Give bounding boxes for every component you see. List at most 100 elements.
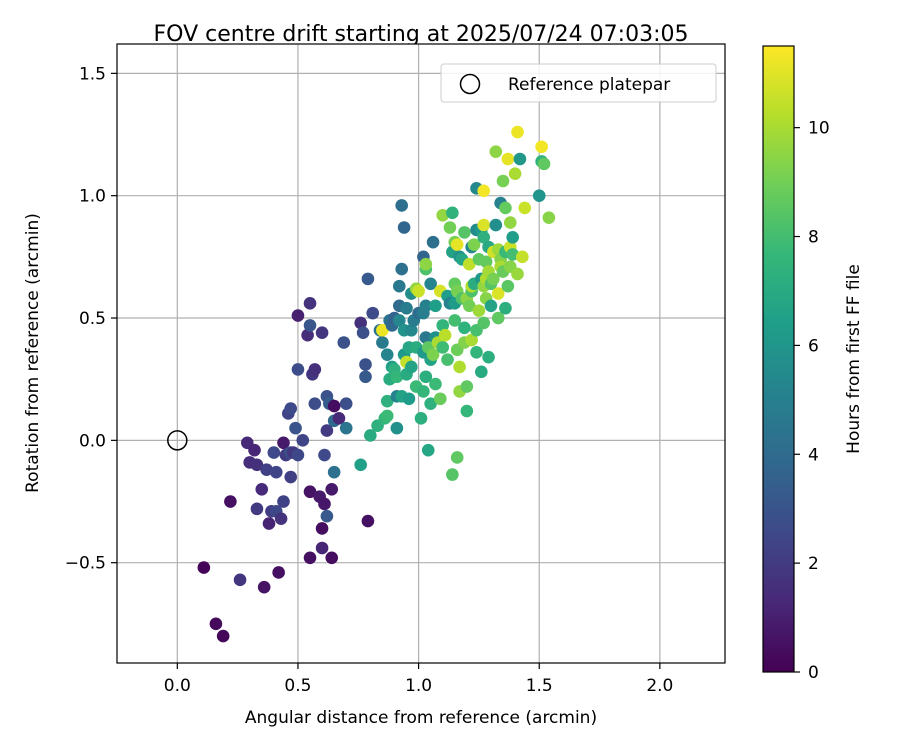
plot-frame — [116, 43, 726, 664]
scatter-point — [400, 301, 413, 315]
scatter-point — [248, 443, 261, 457]
scatter-point — [453, 360, 466, 374]
scatter-point — [361, 272, 375, 286]
scatter-point — [250, 458, 264, 472]
scatter-point — [197, 561, 211, 574]
scatter-point — [262, 517, 276, 530]
scatter-point — [465, 333, 478, 347]
scatter-point — [395, 262, 408, 276]
scatter-point — [491, 311, 505, 325]
scatter-point — [460, 404, 474, 418]
scatter-point — [419, 370, 433, 384]
scatter-point — [303, 297, 317, 310]
y-tick-label: 1.5 — [79, 64, 106, 84]
scatter-point — [542, 211, 556, 225]
legend-open-circle-icon — [459, 73, 481, 95]
scatter-point — [209, 617, 223, 631]
x-tick-label: 0.0 — [164, 676, 191, 696]
scatter-point — [450, 238, 464, 251]
scatter-point — [426, 348, 440, 362]
scatter-point — [380, 348, 394, 362]
scatter-point — [356, 326, 370, 340]
scatter-point — [354, 458, 367, 472]
scatter-point — [337, 336, 351, 349]
scatter-point — [291, 309, 305, 322]
scatter-point — [272, 566, 285, 579]
scatter-point — [506, 230, 519, 244]
x-tick-label: 1.5 — [526, 676, 553, 696]
scatter-point — [462, 257, 476, 271]
scatter-point — [479, 255, 493, 269]
scatter-point — [434, 392, 447, 406]
scatter-point — [402, 392, 416, 406]
scatter-point — [289, 421, 302, 435]
y-axis-ticks: −0.5 0.0 0.5 1.0 1.5 — [65, 64, 117, 574]
scatter-point — [255, 482, 269, 496]
scatter-point — [436, 208, 450, 222]
scatter-point — [315, 326, 329, 340]
scatter-point — [325, 482, 339, 496]
scatter-point — [327, 399, 341, 413]
y-tick-label: −0.5 — [65, 554, 106, 574]
scatter-point — [354, 316, 367, 330]
scatter-point — [318, 497, 331, 511]
x-tick-label: 1.0 — [405, 676, 432, 696]
scatter-point — [325, 551, 339, 565]
scatter-point — [412, 284, 425, 298]
scatter-point — [477, 316, 491, 330]
scatter-point — [511, 125, 524, 139]
scatter-point — [511, 267, 524, 281]
scatter-point — [446, 468, 459, 481]
scatter-point — [260, 463, 273, 477]
scatter-point — [419, 331, 433, 344]
scatter-point — [462, 299, 476, 313]
scatter-point — [250, 502, 264, 516]
scatter-point — [366, 306, 380, 320]
scatter-point — [274, 512, 288, 525]
scatter-point — [303, 551, 317, 565]
legend-box — [440, 63, 717, 103]
scatter-point — [376, 336, 389, 349]
scatter-point — [446, 206, 459, 220]
y-tick-label: 0.0 — [79, 431, 106, 451]
scatter-point — [417, 385, 430, 398]
scatter-point — [233, 573, 247, 587]
colorbar-ticks: 0 2 4 6 8 10 — [794, 119, 830, 683]
scatter-point — [467, 238, 481, 251]
colorbar-tick-label: 4 — [808, 445, 819, 465]
reference-platepar-marker — [167, 430, 188, 451]
colorbar-tick-label: 6 — [808, 336, 819, 356]
scatter-point — [301, 328, 314, 342]
scatter-point — [496, 174, 510, 188]
scatter-point — [315, 522, 329, 535]
scatter-point — [506, 248, 519, 261]
scatter-point — [392, 314, 406, 327]
legend-entry-label: Reference platepar — [508, 75, 670, 95]
scatter-point — [537, 157, 551, 171]
scatter-point — [424, 397, 437, 410]
scatter-point — [308, 397, 322, 410]
x-axis-ticks: 0.0 0.5 1.0 1.5 2.0 — [164, 663, 673, 696]
scatter-point — [443, 221, 457, 234]
colorbar-label: Hours from first FF file — [844, 264, 864, 454]
scatter-point — [441, 353, 454, 366]
scatter-point — [390, 370, 404, 384]
scatter-point — [513, 152, 527, 166]
scatter-point — [458, 321, 471, 335]
colorbar: 0 2 4 6 8 10 Hours from first FF file — [762, 45, 864, 683]
scatter-point — [470, 345, 483, 359]
scatter-point — [392, 279, 406, 293]
scatter-point — [277, 495, 290, 508]
scatter-point — [429, 377, 442, 391]
scatter-point — [436, 341, 450, 354]
scatter-point — [291, 363, 305, 376]
scatter-point — [475, 365, 488, 379]
scatter-point — [327, 465, 341, 479]
scatter-point — [320, 424, 334, 437]
scatter-point — [359, 358, 372, 371]
colorbar-tick-label: 10 — [808, 119, 830, 139]
x-tick-label: 0.5 — [284, 676, 311, 696]
scatter-point — [477, 218, 491, 232]
scatter-point — [414, 412, 428, 425]
scatter-point — [397, 221, 411, 234]
